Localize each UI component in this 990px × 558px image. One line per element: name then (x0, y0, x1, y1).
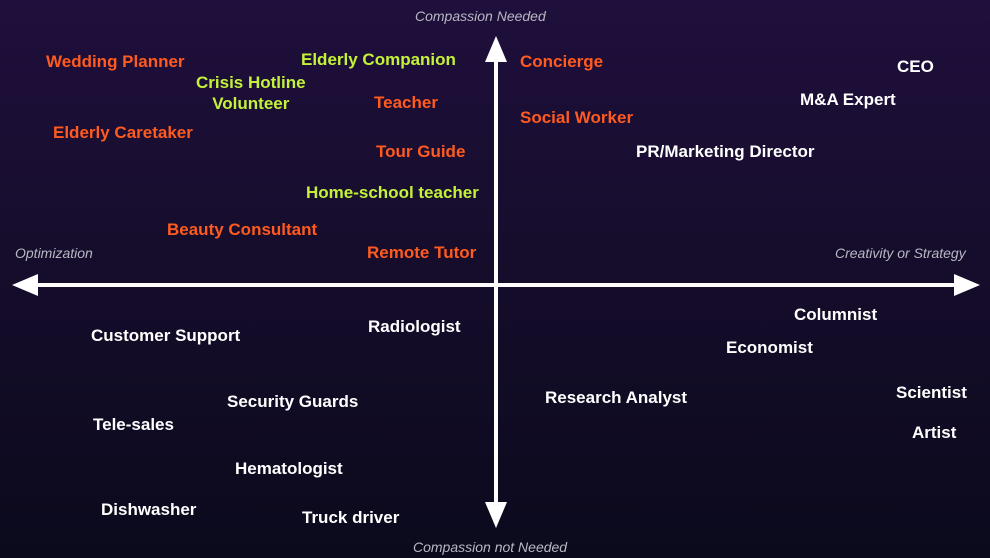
job-label: Economist (726, 338, 813, 357)
bottom-arrowhead (485, 502, 507, 528)
job-label: Security Guards (227, 392, 359, 411)
job-label: M&A Expert (800, 90, 896, 109)
axis-label-bottom: Compassion not Needed (413, 539, 568, 555)
axis-label-left: Optimization (15, 245, 93, 261)
job-label: Home-school teacher (306, 183, 479, 202)
axis-label-right: Creativity or Strategy (835, 245, 966, 261)
left-arrowhead (12, 274, 38, 296)
job-label: Research Analyst (545, 388, 688, 407)
job-label: Radiologist (368, 317, 461, 336)
job-label: Social Worker (520, 108, 634, 127)
job-label: Hematologist (235, 459, 343, 478)
job-label: Truck driver (302, 508, 400, 527)
job-label: Artist (912, 423, 957, 442)
job-label: PR/Marketing Director (636, 142, 815, 161)
job-label: Elderly Caretaker (53, 123, 193, 142)
job-label: Elderly Companion (301, 50, 456, 69)
job-label: Dishwasher (101, 500, 197, 519)
job-label: Remote Tutor (367, 243, 477, 262)
axis-label-top: Compassion Needed (415, 8, 546, 24)
job-label: Tour Guide (376, 142, 466, 161)
job-label: Beauty Consultant (167, 220, 318, 239)
job-label: Customer Support (91, 326, 241, 345)
job-label: Columnist (794, 305, 878, 324)
job-label: CEO (897, 57, 934, 76)
job-label: Concierge (520, 52, 604, 71)
right-arrowhead (954, 274, 980, 296)
job-label: Tele-sales (93, 415, 174, 434)
job-label: Crisis Hotline Volunteer (196, 73, 306, 113)
job-label: Wedding Planner (46, 52, 185, 71)
job-label: Scientist (896, 383, 967, 402)
job-label: Teacher (374, 93, 438, 112)
top-arrowhead (485, 36, 507, 62)
